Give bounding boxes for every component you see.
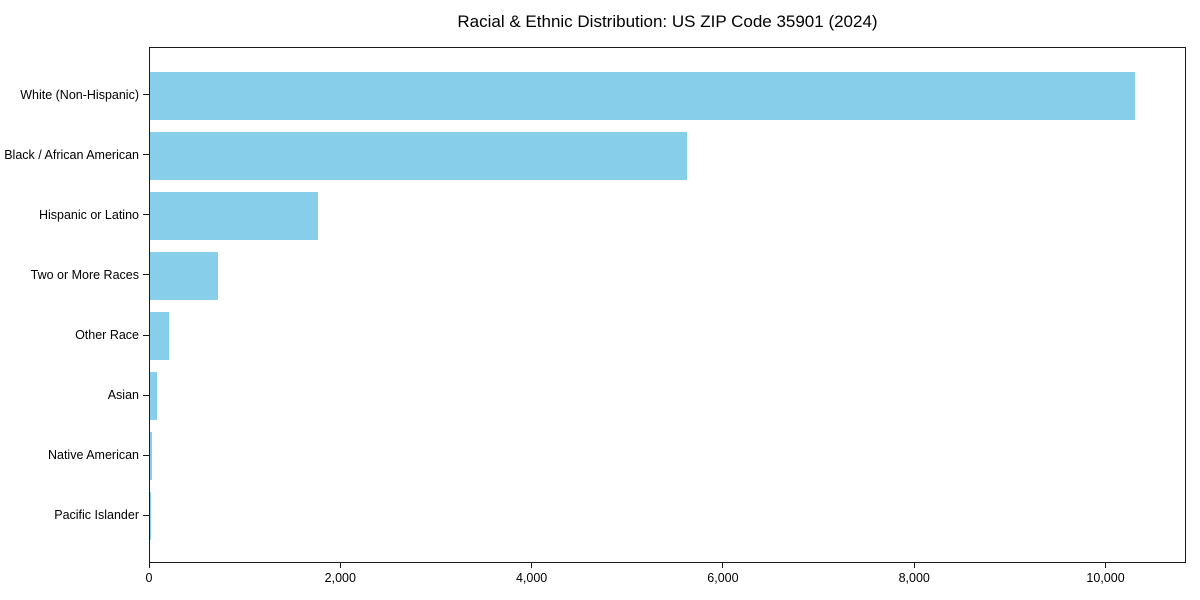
bar-white-non-hispanic (150, 71, 1136, 120)
bar-two-or-more-races (150, 251, 218, 300)
y-tick-mark (143, 94, 149, 95)
bar-black-african-american (150, 131, 687, 180)
x-tick-label: 10,000 (1086, 571, 1125, 585)
y-axis-label: Black / African American (4, 147, 139, 162)
y-tick-mark (143, 394, 149, 396)
y-tick-mark (143, 514, 149, 516)
bar-other-race (150, 312, 169, 361)
y-axis-label: Other Race (75, 328, 139, 343)
x-tick-mark (913, 563, 915, 568)
y-tick-mark (143, 334, 149, 336)
y-axis-label: Two or More Races (30, 267, 139, 282)
bar-hispanic-or-latino (150, 191, 319, 240)
y-tick-mark (143, 454, 149, 456)
y-axis-labels: White (Non-Hispanic) Black / African Amer… (0, 47, 139, 563)
x-tick-mark (339, 563, 341, 568)
x-tick-mark (148, 563, 150, 568)
chart-title: Racial & Ethnic Distribution: US ZIP Cod… (457, 12, 878, 31)
y-tick-mark (143, 274, 149, 276)
y-tick-mark (143, 154, 149, 156)
x-tick-mark (531, 563, 533, 568)
x-tick-mark (722, 563, 724, 568)
x-axis-tick-labels: 0 2,000 4,000 6,000 8,000 10,000 (145, 570, 1184, 586)
y-axis-label: White (Non-Hispanic) (20, 87, 139, 102)
y-tick-mark (143, 214, 149, 216)
y-axis-tick-marks (143, 47, 149, 563)
x-tick-label: 2,000 (324, 571, 356, 585)
x-tick-label: 4,000 (515, 571, 548, 585)
x-tick-label: 6,000 (707, 571, 739, 585)
x-axis-tick-marks (148, 563, 1184, 569)
bar-native-american (150, 432, 152, 481)
x-tick-label: 8,000 (898, 571, 930, 585)
plot-area (149, 47, 1186, 563)
y-axis-label: Asian (107, 388, 139, 403)
y-axis-label: Hispanic or Latino (38, 207, 139, 222)
y-axis-label: Native American (47, 448, 139, 463)
x-tick-mark (1105, 563, 1107, 568)
y-axis-label: Pacific Islander (54, 508, 139, 523)
x-tick-label: 0 (145, 571, 153, 585)
bar-asian (150, 372, 157, 421)
